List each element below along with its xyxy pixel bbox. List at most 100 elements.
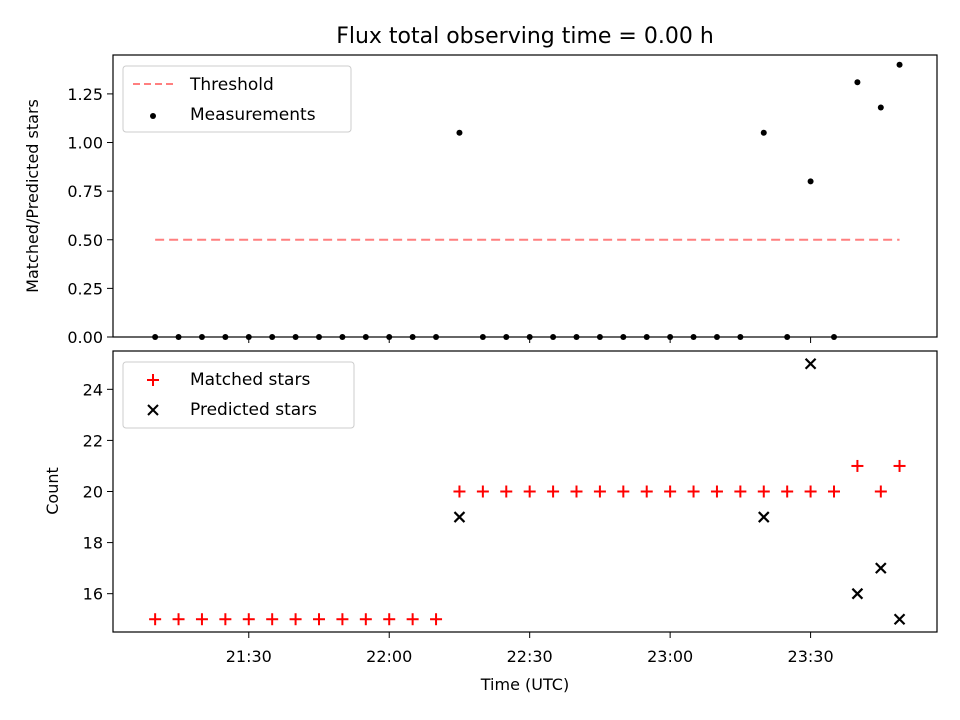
x-tick-label: 21:30 [226, 647, 272, 666]
x-axis-label: Time (UTC) [480, 675, 569, 694]
predicted-star-stroke-b [804, 357, 817, 370]
top-legend: Threshold Measurements [122, 65, 352, 133]
legend-predicted-label: Predicted stars [190, 400, 317, 420]
matched-star-point [781, 485, 794, 498]
y-tick-label: 0.50 [67, 231, 103, 250]
predicted-star-point [453, 511, 466, 523]
measurement-point [479, 334, 486, 340]
predicted-star-point [893, 613, 906, 626]
predicted-star-stroke-b [453, 511, 466, 523]
measurement-point [433, 334, 440, 340]
measurement-point [831, 334, 837, 340]
legend-measurements-label: Measurements [190, 105, 316, 125]
matched-star-point [242, 613, 255, 626]
measurement-point [896, 61, 903, 68]
matched-star-point [593, 485, 606, 498]
measurement-point [456, 129, 463, 136]
measurement-point [784, 334, 791, 340]
chart-title: Flux total observing time = 0.00 h [336, 24, 714, 49]
measurement-point [152, 334, 159, 340]
measurement-point [175, 334, 182, 340]
top-y-axis-label: Matched/Predicted stars [23, 99, 42, 293]
matched-star-point [430, 613, 443, 626]
measurement-point [667, 334, 674, 340]
predicted-star-point [757, 511, 770, 523]
predicted-star-stroke-b [875, 562, 887, 574]
y-tick-label: 1.00 [67, 134, 103, 153]
matched-star-point [523, 485, 536, 498]
matched-star-point [359, 613, 372, 626]
x-tick-label: 23:00 [647, 647, 693, 666]
y-tick-label: 16 [83, 585, 103, 604]
measurement-point [198, 334, 205, 340]
matched-star-point [757, 485, 770, 498]
matched-star-point [453, 485, 466, 498]
matched-star-point [893, 459, 906, 472]
measurement-point [316, 334, 322, 340]
matched-star-point [219, 613, 232, 626]
bottom-y-ticks: 16 18 20 22 24 [83, 380, 113, 604]
y-tick-label: 24 [83, 380, 103, 399]
matched-star-point [664, 485, 677, 498]
predicted-star-stroke-b [757, 511, 770, 523]
measurement-point [503, 334, 510, 340]
predicted-star-stroke-b [851, 587, 864, 600]
predicted-star-stroke-b [893, 613, 906, 626]
matched-star-point [289, 613, 302, 626]
legend-measurements-swatch [150, 113, 156, 119]
x-tick-label: 22:00 [366, 647, 412, 666]
matched-star-point [874, 485, 887, 498]
matched-star-point [687, 485, 700, 498]
measurement-point [690, 334, 697, 340]
top-legend-box [122, 65, 352, 133]
predicted-star-point [875, 562, 887, 574]
legend-matched-label: Matched stars [190, 370, 310, 390]
measurement-point [550, 334, 557, 340]
bottom-x-ticks: 21:30 22:00 22:30 23:00 23:30 [226, 632, 834, 666]
measurement-point [292, 334, 299, 340]
measurement-point [854, 79, 861, 86]
measurement-point [269, 334, 276, 340]
predicted-star-point [851, 587, 864, 600]
measurement-point [737, 334, 744, 340]
y-tick-label: 1.25 [67, 85, 103, 104]
y-tick-label: 0.00 [67, 328, 103, 347]
x-tick-label: 23:30 [788, 647, 834, 666]
matched-star-point [547, 485, 560, 498]
matched-star-point [710, 485, 723, 498]
legend-matched-swatch [147, 374, 159, 386]
y-tick-label: 0.75 [67, 182, 103, 201]
matched-star-point [195, 613, 208, 626]
bottom-plot: Count Time (UTC) 16 18 20 22 24 21:30 22:00 22… [43, 350, 938, 694]
matched-star-point [851, 459, 864, 472]
y-tick-label: 0.25 [67, 279, 103, 298]
measurement-point [877, 104, 884, 111]
bottom-series-layer [149, 357, 906, 626]
matched-star-point [172, 613, 185, 626]
measurement-point [386, 334, 393, 340]
y-tick-label: 18 [83, 534, 103, 553]
measurement-point [526, 334, 533, 340]
measurement-point [807, 178, 814, 185]
matched-star-point [149, 613, 162, 626]
matched-star-point [313, 613, 325, 626]
top-plot: Matched/Predicted stars 0.00 0.25 0.50 0.75… [23, 54, 938, 347]
y-tick-label: 22 [83, 431, 103, 450]
measurement-point [339, 334, 346, 340]
matched-star-point [617, 485, 630, 498]
legend-threshold-label: Threshold [189, 75, 274, 95]
measurement-point [596, 334, 603, 340]
matched-star-point [266, 613, 279, 626]
top-plot-frame [112, 54, 938, 338]
top-y-ticks: 0.00 0.25 0.50 0.75 1.00 1.25 [67, 85, 113, 347]
measurement-point [362, 334, 369, 340]
measurement-point [573, 334, 580, 340]
matched-star-point [570, 485, 583, 498]
measurement-point [409, 334, 416, 340]
measurement-point [245, 334, 252, 340]
matched-star-point [383, 613, 396, 626]
y-tick-label: 20 [83, 483, 103, 502]
measurement-point [713, 334, 720, 340]
measurement-point [222, 334, 229, 340]
